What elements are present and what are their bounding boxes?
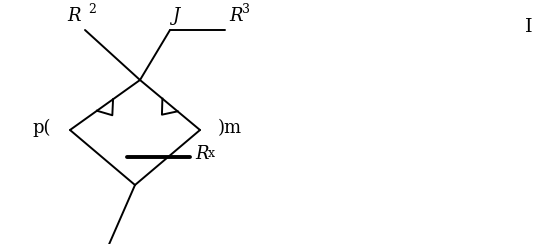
Text: R: R [195,145,209,163]
Text: R: R [68,7,81,25]
Text: p(: p( [33,119,51,137]
Text: J: J [172,7,179,25]
Text: R: R [229,7,243,25]
Text: x: x [208,147,215,160]
Text: I: I [525,18,533,36]
Text: )m: )m [218,119,242,137]
Text: 3: 3 [242,3,250,16]
Text: 2: 2 [88,3,96,16]
